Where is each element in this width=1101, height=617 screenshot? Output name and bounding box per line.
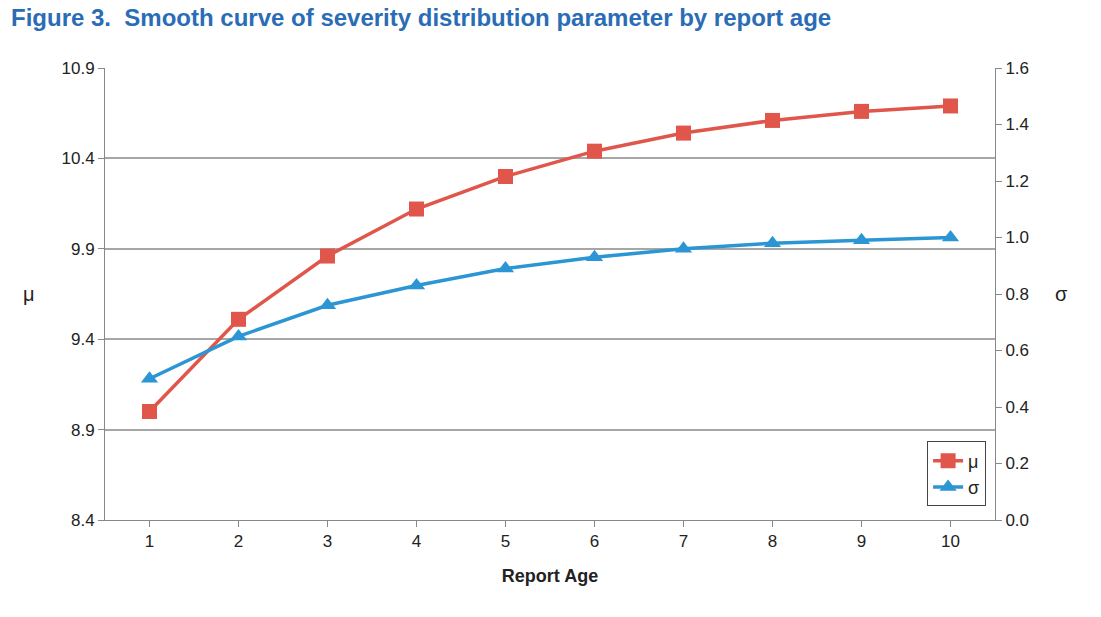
svg-text:0.4: 0.4 xyxy=(1005,398,1029,417)
svg-text:0.2: 0.2 xyxy=(1005,454,1029,473)
svg-text:2: 2 xyxy=(234,532,243,551)
svg-text:10.4: 10.4 xyxy=(62,149,95,168)
svg-text:10.9: 10.9 xyxy=(62,59,95,78)
svg-text:Figure 3. Smooth curve of sev: Figure 3. Smooth curve of severity distr… xyxy=(11,4,831,31)
svg-text:8.4: 8.4 xyxy=(71,511,95,530)
svg-text:1.2: 1.2 xyxy=(1005,172,1029,191)
svg-text:0.6: 0.6 xyxy=(1005,341,1029,360)
svg-text:μ: μ xyxy=(968,452,978,472)
svg-text:6: 6 xyxy=(590,532,599,551)
svg-text:1.6: 1.6 xyxy=(1005,59,1029,78)
svg-text:1.0: 1.0 xyxy=(1005,228,1029,247)
svg-text:8.9: 8.9 xyxy=(71,421,95,440)
svg-text:9: 9 xyxy=(857,532,866,551)
svg-text:0.0: 0.0 xyxy=(1005,511,1029,530)
svg-text:7: 7 xyxy=(679,532,688,551)
svg-text:8: 8 xyxy=(768,532,777,551)
svg-text:3: 3 xyxy=(323,532,332,551)
svg-text:1: 1 xyxy=(145,532,154,551)
svg-text:9.4: 9.4 xyxy=(71,330,95,349)
svg-text:9.9: 9.9 xyxy=(71,240,95,259)
svg-text:Report Age: Report Age xyxy=(502,566,598,586)
svg-text:σ: σ xyxy=(1055,283,1068,305)
svg-text:0.8: 0.8 xyxy=(1005,285,1029,304)
svg-text:μ: μ xyxy=(23,283,35,305)
svg-text:1.4: 1.4 xyxy=(1005,115,1029,134)
svg-text:σ: σ xyxy=(968,478,979,498)
svg-text:4: 4 xyxy=(412,532,421,551)
svg-text:5: 5 xyxy=(501,532,510,551)
svg-text:10: 10 xyxy=(941,532,960,551)
